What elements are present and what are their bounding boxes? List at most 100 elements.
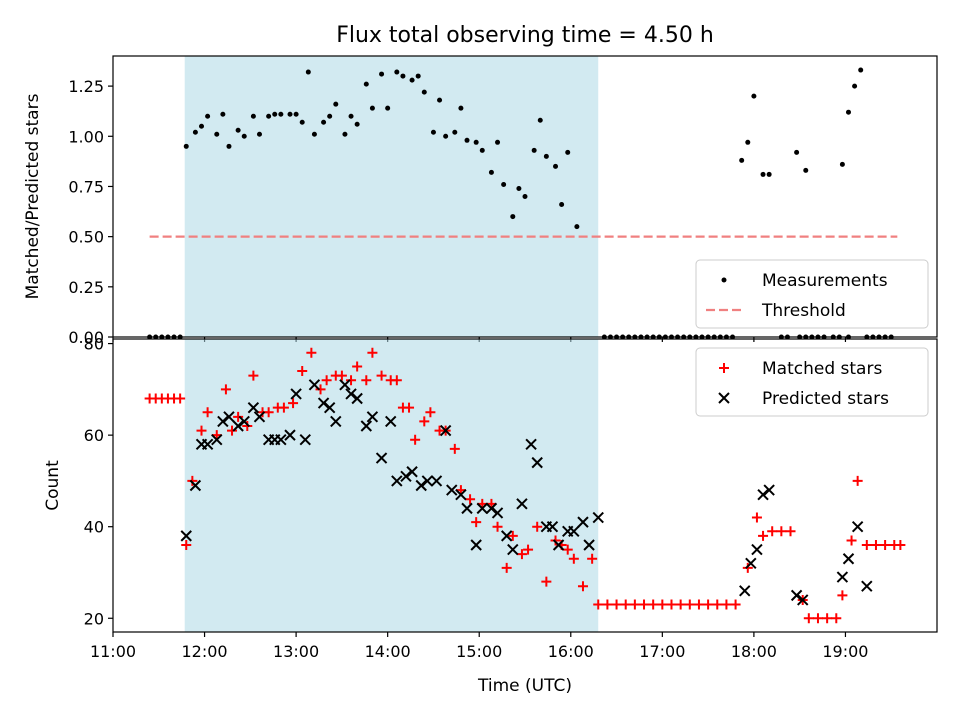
measurement-point xyxy=(256,131,262,137)
matched-point xyxy=(758,530,769,541)
matched-point xyxy=(352,361,363,372)
matched-point xyxy=(492,521,503,532)
measurement-point xyxy=(321,119,327,125)
matched-point xyxy=(767,526,778,537)
matched-point xyxy=(202,407,213,418)
y-tick-label: 1.00 xyxy=(68,127,104,146)
measurement-point xyxy=(766,171,772,177)
y-axis-label: Matched/Predicted stars xyxy=(23,93,43,299)
legend-measurement-marker xyxy=(721,277,727,283)
measurement-point xyxy=(421,89,427,95)
matched-point xyxy=(404,402,415,413)
observing-window-band xyxy=(184,56,599,337)
legend-box xyxy=(695,259,929,329)
matched-point xyxy=(742,562,753,573)
y-tick-label: 20 xyxy=(84,609,104,628)
predicted-point xyxy=(223,411,235,423)
predicted-point xyxy=(360,420,373,432)
matched-point xyxy=(831,613,842,624)
matched-point xyxy=(812,613,823,624)
predicted-point xyxy=(439,424,452,437)
measurement-point xyxy=(379,71,385,77)
measurement-point xyxy=(531,147,537,153)
predicted-point xyxy=(189,479,202,492)
predicted-point xyxy=(763,484,775,496)
matched-point xyxy=(297,366,308,377)
measurement-point xyxy=(272,111,278,117)
x-tick-label: 16:00 xyxy=(548,642,594,661)
predicted-point xyxy=(745,557,757,570)
matched-point xyxy=(562,544,573,555)
predicted-point xyxy=(253,411,266,423)
predicted-point xyxy=(366,411,379,423)
matched-point xyxy=(666,599,677,610)
predicted-point xyxy=(421,475,434,487)
matched-point xyxy=(541,576,552,587)
matched-point xyxy=(880,540,891,551)
matched-point xyxy=(315,384,326,395)
predicted-point xyxy=(461,502,473,515)
matched-point xyxy=(703,599,714,610)
predicted-point xyxy=(507,543,519,556)
measurement-point xyxy=(852,83,858,89)
predicted-point xyxy=(739,585,751,597)
predicted-point xyxy=(525,438,537,451)
x-tick-label: 12:00 xyxy=(182,642,228,661)
measurement-point xyxy=(443,133,449,139)
matched-point xyxy=(776,526,787,537)
matched-point xyxy=(425,407,436,418)
matched-point xyxy=(550,535,561,546)
matched-point xyxy=(648,599,659,610)
series-matched-stars xyxy=(144,347,906,624)
measurement-point xyxy=(305,69,311,75)
matched-point xyxy=(376,370,387,381)
predicted-point xyxy=(345,388,357,400)
predicted-point xyxy=(455,488,467,501)
predicted-point xyxy=(546,520,559,533)
legend: Matched stars Predicted stars xyxy=(695,347,929,417)
legend: Measurements Threshold xyxy=(695,259,929,329)
predicted-point xyxy=(842,553,855,565)
predicted-point xyxy=(406,466,418,478)
measurement-point xyxy=(311,131,317,137)
matched-point xyxy=(278,402,289,413)
matched-point xyxy=(852,475,863,486)
predicted-point xyxy=(430,475,443,487)
matched-point xyxy=(684,599,695,610)
predicted-point xyxy=(391,475,403,487)
measurement-point xyxy=(565,149,571,155)
measurement-point xyxy=(464,137,470,143)
measurement-point xyxy=(348,113,354,119)
matched-point xyxy=(712,599,723,610)
predicted-point xyxy=(476,502,488,515)
predicted-point xyxy=(485,502,498,515)
matched-point xyxy=(620,599,631,610)
matched-point xyxy=(419,416,430,427)
measurement-point xyxy=(293,111,299,117)
matched-point xyxy=(730,599,741,610)
matched-point xyxy=(227,425,238,436)
matched-point xyxy=(532,521,543,532)
measurement-point xyxy=(522,194,528,199)
measurement-point xyxy=(333,101,339,107)
measurement-point xyxy=(385,105,391,111)
predicted-point xyxy=(415,479,427,492)
matched-point xyxy=(639,599,650,610)
matched-point xyxy=(516,549,527,560)
matched-point xyxy=(523,544,534,555)
measurement-point xyxy=(488,169,494,175)
x-axis-label: Time (UTC) xyxy=(477,676,572,696)
matched-point xyxy=(321,375,332,386)
axes-frame xyxy=(112,338,938,633)
matched-point xyxy=(870,540,881,551)
measurement-point xyxy=(394,69,400,75)
matched-point xyxy=(175,393,186,404)
predicted-point xyxy=(217,415,229,428)
measurement-point xyxy=(760,171,766,177)
legend-matched-marker xyxy=(719,363,729,373)
measurement-point xyxy=(479,147,485,153)
predicted-point xyxy=(470,539,482,551)
predicted-point xyxy=(299,434,311,446)
matched-point xyxy=(846,535,857,546)
measurement-point xyxy=(510,214,516,220)
